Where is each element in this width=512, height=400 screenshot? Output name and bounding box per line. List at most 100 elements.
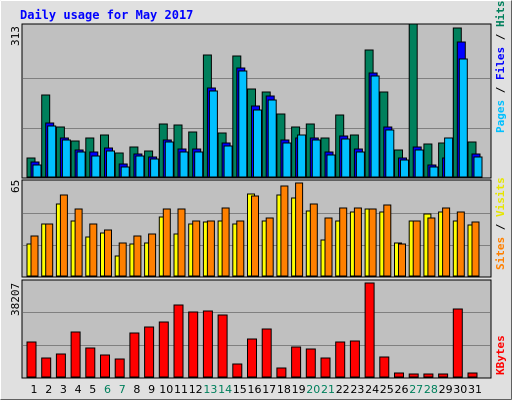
day-label-30: 30 xyxy=(453,383,467,396)
day-label-22: 22 xyxy=(336,383,350,396)
bar-sites-day-27 xyxy=(412,220,421,277)
chart-title: Daily usage for May 2017 xyxy=(20,8,193,22)
bar-pages-day-7 xyxy=(120,166,130,178)
bar-sites-day-7 xyxy=(118,242,127,277)
bar-pages-day-26 xyxy=(400,159,409,178)
day-label-21: 21 xyxy=(321,383,335,396)
bar-pages-day-1 xyxy=(32,164,42,178)
legend-separator-3: / xyxy=(494,217,507,237)
bar-kbytes-day-11 xyxy=(173,304,184,378)
legend-separator-1: / xyxy=(494,80,507,100)
day-label-14: 14 xyxy=(218,383,232,396)
bar-pages-day-24 xyxy=(370,75,380,178)
day-label-2: 2 xyxy=(45,383,52,396)
bar-kbytes-day-17 xyxy=(261,328,272,378)
bar-pages-day-8 xyxy=(135,155,145,178)
day-label-8: 8 xyxy=(133,383,140,396)
day-label-23: 23 xyxy=(350,383,364,396)
bar-pages-day-17 xyxy=(267,99,277,178)
bar-pages-day-23 xyxy=(355,151,365,178)
bar-pages-day-11 xyxy=(179,151,189,178)
bar-sites-day-5 xyxy=(89,223,98,277)
bar-kbytes-day-31 xyxy=(467,372,478,378)
day-label-25: 25 xyxy=(380,383,394,396)
day-label-9: 9 xyxy=(148,383,155,396)
day-label-5: 5 xyxy=(89,383,96,396)
bar-sites-day-1 xyxy=(30,235,39,277)
ymax-label-hits: 313 xyxy=(9,26,22,46)
bar-pages-day-5 xyxy=(91,155,101,178)
bar-kbytes-day-25 xyxy=(379,356,390,378)
bar-kbytes-day-12 xyxy=(188,311,199,378)
bar-kbytes-day-21 xyxy=(320,357,331,378)
bar-kbytes-day-4 xyxy=(70,331,81,378)
bar-sites-day-20 xyxy=(309,203,318,277)
bar-kbytes-day-20 xyxy=(305,348,316,378)
bar-kbytes-day-18 xyxy=(276,367,287,378)
day-label-29: 29 xyxy=(439,383,453,396)
day-label-13: 13 xyxy=(203,383,217,396)
day-label-31: 31 xyxy=(468,383,482,396)
bar-sites-day-29 xyxy=(442,207,451,277)
bar-sites-day-31 xyxy=(471,221,480,277)
bar-sites-day-19 xyxy=(295,182,304,277)
bars xyxy=(26,23,483,378)
ymax-label-visits: 65 xyxy=(9,180,22,193)
day-label-24: 24 xyxy=(365,383,379,396)
bar-kbytes-day-24 xyxy=(364,282,375,378)
legend-kbytes: KBytes xyxy=(494,335,507,375)
bar-sites-day-11 xyxy=(177,208,186,277)
bar-sites-day-8 xyxy=(133,235,142,277)
bar-pages-day-19 xyxy=(297,134,307,178)
ymax-label-kbytes: 38207 xyxy=(9,283,22,316)
bar-sites-day-21 xyxy=(324,217,333,277)
bar-sites-day-24 xyxy=(368,208,377,277)
day-label-1: 1 xyxy=(31,383,38,396)
bar-kbytes-day-7 xyxy=(114,358,125,378)
bar-sites-day-22 xyxy=(339,207,348,277)
bar-kbytes-day-26 xyxy=(394,372,404,378)
legend-visits: Visits xyxy=(494,177,507,217)
legend-hits: Hits xyxy=(494,1,507,28)
bar-kbytes-day-16 xyxy=(247,338,257,378)
bar-sites-day-25 xyxy=(383,204,392,277)
bar-kbytes-day-19 xyxy=(291,346,302,378)
bar-sites-day-30 xyxy=(456,211,465,277)
bar-pages-day-15 xyxy=(238,70,248,178)
day-label-19: 19 xyxy=(292,383,306,396)
bar-pages-day-2 xyxy=(47,125,57,178)
bar-sites-day-26 xyxy=(398,243,406,277)
legend-hits-files-pages: Pages / Files / Hits xyxy=(494,1,507,134)
bar-pages-day-31 xyxy=(473,156,483,178)
bar-kbytes-day-22 xyxy=(335,341,346,378)
day-label-15: 15 xyxy=(233,383,247,396)
bar-sites-day-2 xyxy=(45,223,54,277)
legend-visits-sites: Sites / Visits xyxy=(494,177,507,270)
bar-pages-day-30 xyxy=(458,58,468,178)
bar-pages-day-13 xyxy=(208,90,218,178)
legend-pages: Pages xyxy=(494,100,507,133)
bar-sites-day-15 xyxy=(236,220,245,277)
bar-kbytes-day-10 xyxy=(158,321,169,378)
bar-kbytes-day-27 xyxy=(408,373,419,378)
day-label-10: 10 xyxy=(159,383,173,396)
day-label-17: 17 xyxy=(262,383,276,396)
bar-kbytes-day-3 xyxy=(55,353,66,378)
bar-pages-day-4 xyxy=(76,151,86,178)
bar-pages-day-21 xyxy=(326,154,336,178)
bar-sites-day-16 xyxy=(251,195,259,277)
bar-pages-day-3 xyxy=(61,139,71,178)
legend-files: Files xyxy=(494,47,507,80)
bar-kbytes-day-5 xyxy=(85,347,96,378)
day-label-12: 12 xyxy=(189,383,203,396)
bar-sites-day-28 xyxy=(427,217,436,277)
legend-sites: Sites xyxy=(494,237,507,270)
bar-pages-day-6 xyxy=(106,150,115,178)
bar-pages-day-27 xyxy=(414,149,424,178)
bar-kbytes-day-23 xyxy=(349,340,360,378)
bar-sites-day-6 xyxy=(104,229,112,277)
bar-pages-day-25 xyxy=(385,129,395,178)
bar-kbytes-day-28 xyxy=(423,373,434,378)
day-label-16: 16 xyxy=(248,383,262,396)
